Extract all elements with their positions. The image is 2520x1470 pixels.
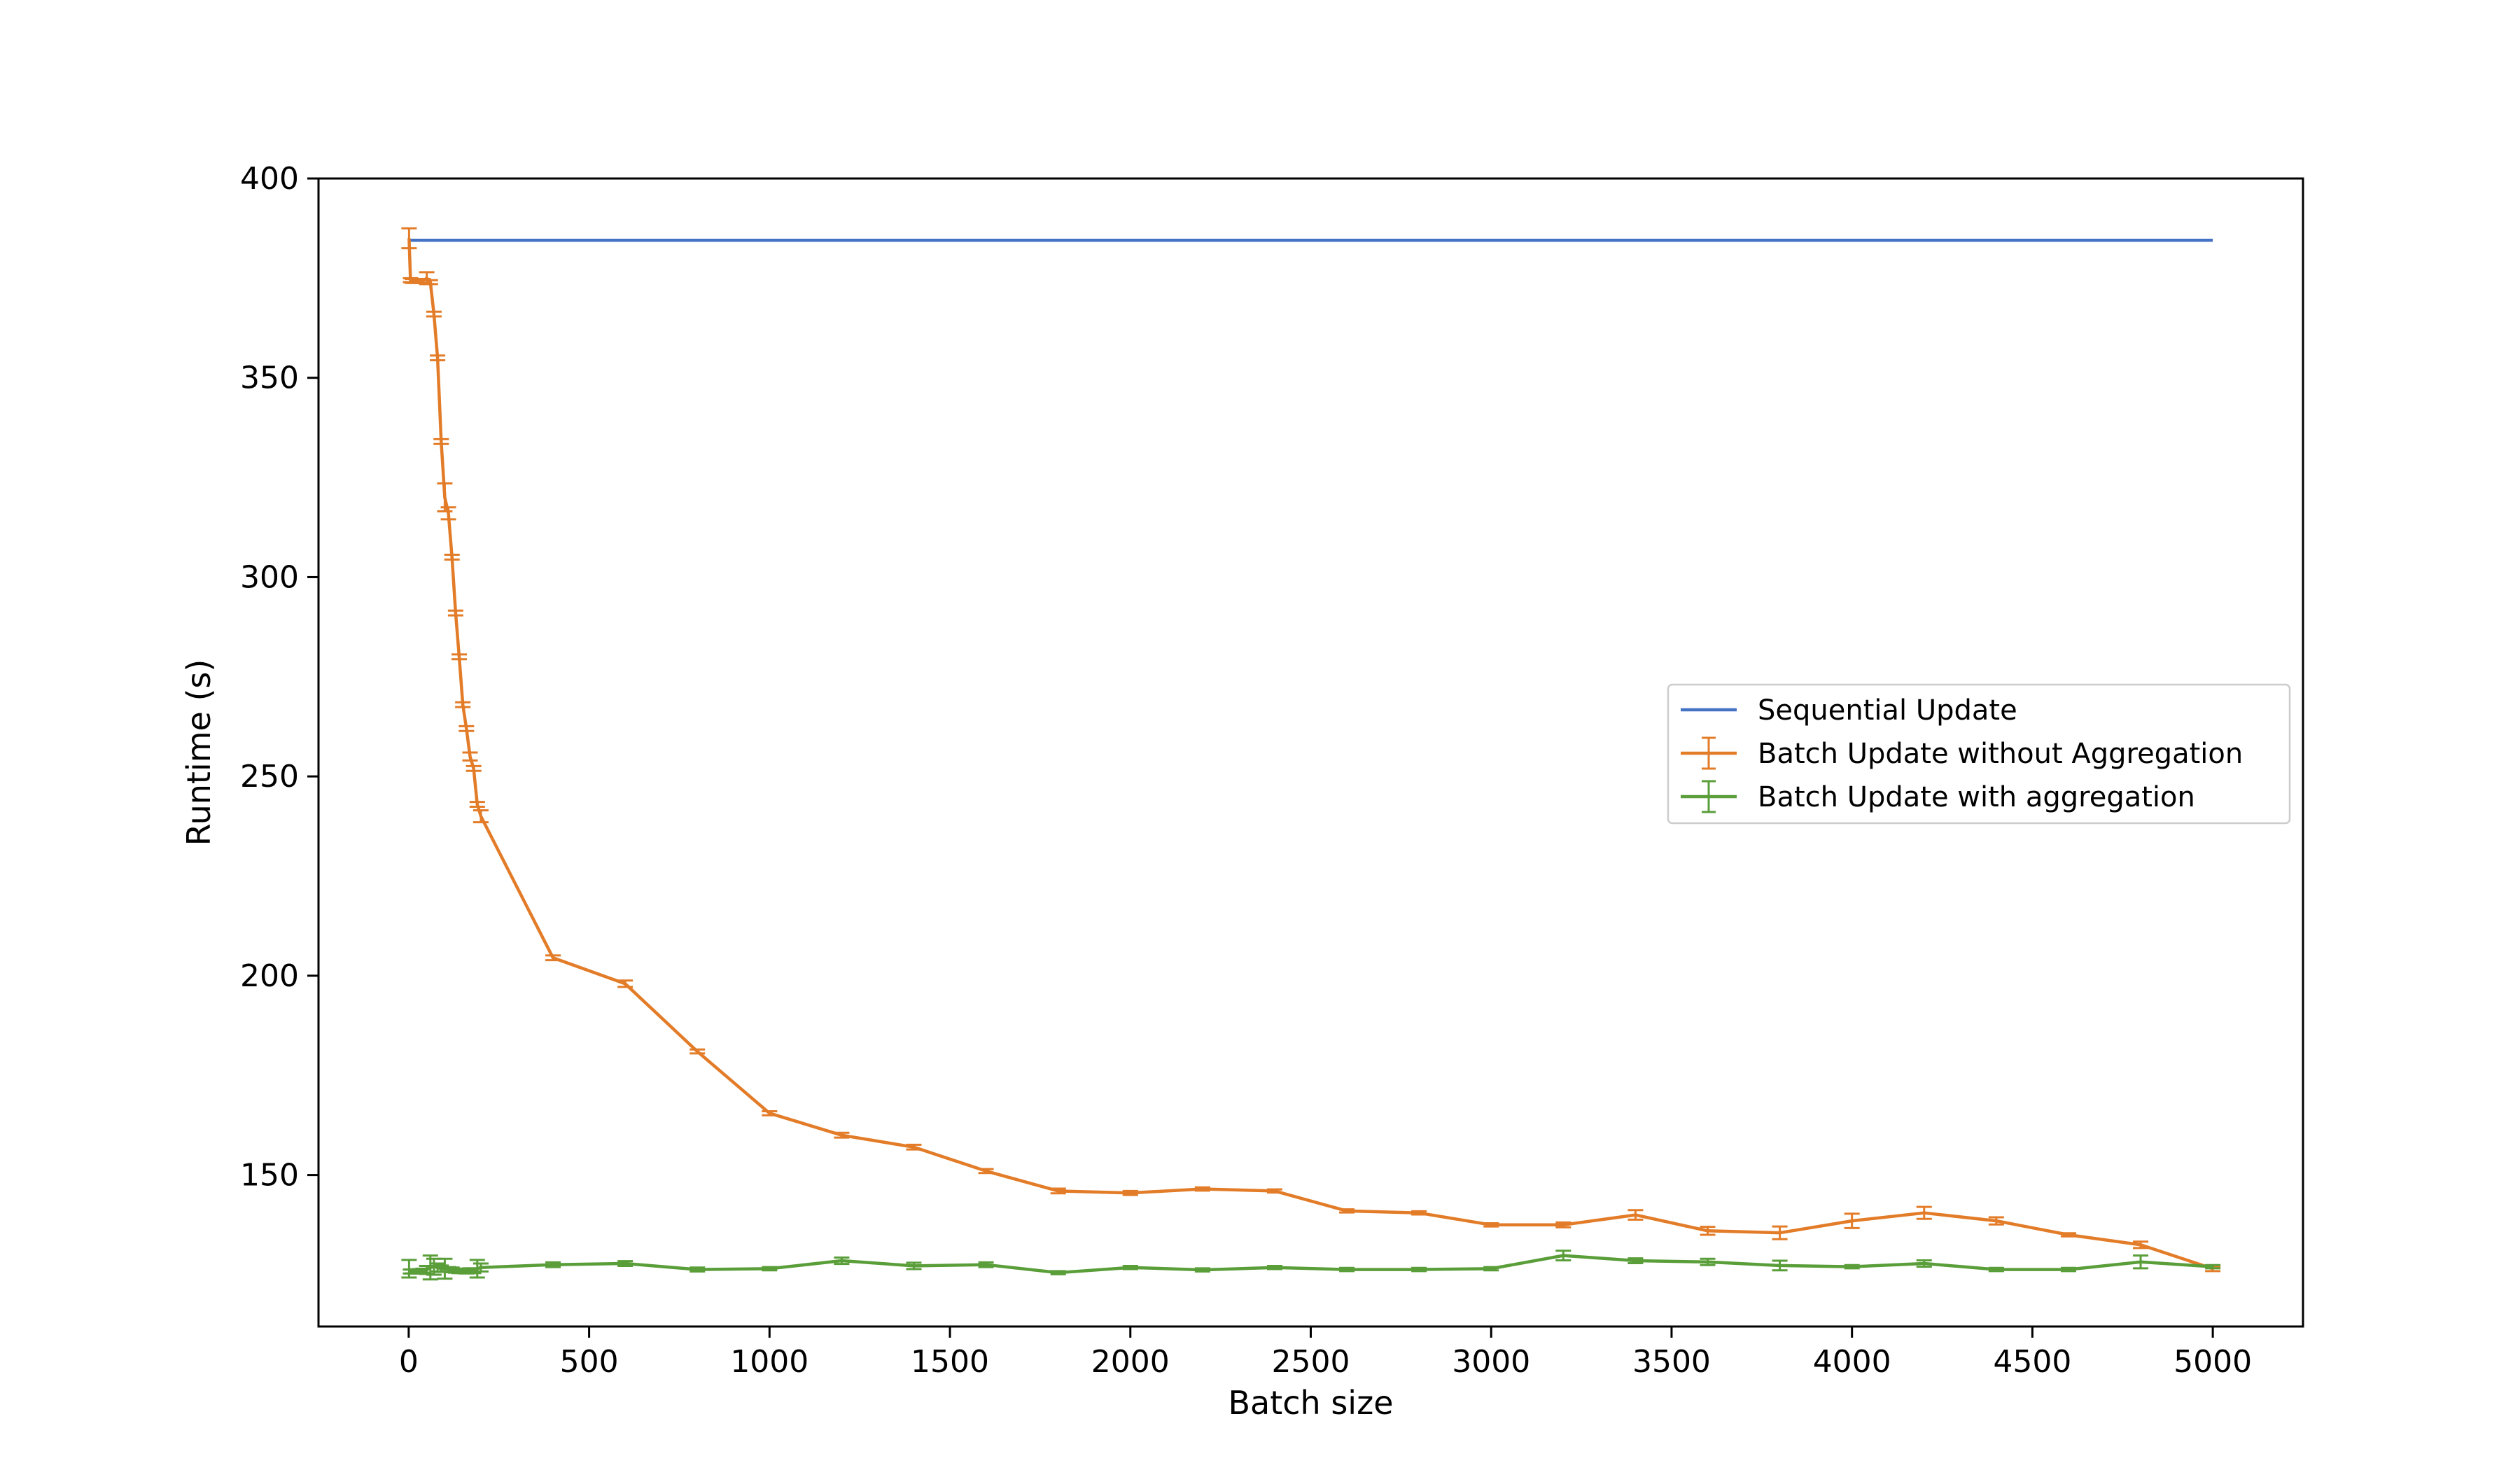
error-bar (415, 1267, 431, 1274)
error-bar (1988, 1266, 2004, 1273)
error-bar (762, 1110, 778, 1116)
error-bar (1483, 1222, 1499, 1228)
error-bar (1916, 1205, 1932, 1220)
y-tick-label: 350 (240, 360, 299, 396)
error-bar (1988, 1216, 2004, 1226)
error-bar (690, 1266, 706, 1273)
error-bar (1700, 1257, 1716, 1266)
x-tick-label: 1000 (730, 1344, 808, 1380)
error-bar (834, 1131, 850, 1139)
y-tick-label: 400 (240, 161, 299, 197)
plot-area (401, 227, 2221, 1281)
error-bar (1844, 1212, 1860, 1229)
error-bar (1050, 1270, 1066, 1275)
legend-label: Sequential Update (1758, 694, 2017, 727)
error-bar (2060, 1266, 2076, 1273)
error-bar (978, 1168, 994, 1175)
x-tick-label: 4500 (1993, 1344, 2071, 1380)
x-tick-label: 500 (560, 1344, 619, 1380)
error-bar (834, 1256, 850, 1266)
error-bar (1411, 1266, 1427, 1273)
legend-label: Batch Update with aggregation (1758, 781, 2195, 813)
error-bar (1411, 1210, 1427, 1216)
legend-item-batch-update-without-aggregation: Batch Update without Aggregation (1681, 736, 2243, 770)
series-line (407, 1254, 2213, 1275)
legend-item-batch-update-with-aggregation: Batch Update with aggregation (1681, 780, 2195, 813)
y-tick-label: 300 (240, 559, 299, 595)
legend-frame (1667, 683, 2291, 825)
y-tick-label: 200 (240, 958, 299, 994)
y-tick-label: 250 (240, 759, 299, 794)
x-tick-label: 1500 (911, 1344, 989, 1380)
error-bar (2133, 1240, 2149, 1250)
error-bar (906, 1143, 922, 1151)
y-axis-label: Runtime (s) (180, 659, 218, 846)
series-batch-update-without-aggregation (401, 227, 2221, 1273)
error-bar (1339, 1266, 1355, 1273)
error-bar (762, 1266, 778, 1272)
series-batch-update-with-aggregation (401, 1250, 2221, 1281)
error-bar (1772, 1259, 1788, 1272)
error-bar (469, 801, 485, 808)
error-bar (1194, 1186, 1210, 1192)
error-bar (1555, 1221, 1572, 1228)
legend-label: Batch Update without Aggregation (1758, 738, 2243, 770)
error-bar (545, 1261, 561, 1268)
error-bar (690, 1048, 706, 1055)
error-bar (2060, 1232, 2076, 1238)
error-bar (444, 554, 460, 561)
error-bar (1628, 1209, 1644, 1221)
x-tick-label: 5000 (2174, 1344, 2252, 1380)
error-bar (1266, 1188, 1282, 1194)
error-bar (451, 653, 468, 661)
error-bar (1339, 1208, 1355, 1214)
error-bar (1483, 1266, 1499, 1272)
error-bar (472, 1262, 489, 1273)
error-bar (2133, 1254, 2149, 1270)
legend-item-sequential-update: Sequential Update (1681, 694, 2017, 727)
error-bar (401, 227, 417, 250)
error-bar (545, 954, 561, 962)
error-bar (1122, 1189, 1138, 1196)
error-bar (1050, 1187, 1066, 1195)
error-bar (617, 979, 634, 988)
series-line (407, 238, 2213, 1270)
error-bar (472, 809, 489, 824)
error-bar (1844, 1264, 1860, 1270)
error-bar (422, 279, 438, 286)
error-bar (1555, 1250, 1572, 1261)
x-tick-label: 3000 (1452, 1344, 1530, 1380)
x-tick-label: 4000 (1813, 1344, 1891, 1380)
error-bar (462, 751, 478, 762)
error-bar (437, 1257, 453, 1280)
x-tick-label: 0 (399, 1344, 419, 1380)
error-bar (1122, 1264, 1138, 1270)
x-tick-label: 3500 (1632, 1344, 1711, 1380)
legend: Sequential Update Batch Update without Ag… (1667, 683, 2291, 825)
error-bar (465, 764, 482, 772)
axes: 0 500 1000 1500 2000 2500 3000 3500 4000 4500 5000… (240, 161, 2252, 1380)
error-bar (455, 701, 471, 708)
error-bar (1916, 1259, 1932, 1268)
error-bar (1266, 1264, 1282, 1270)
error-bar (1194, 1267, 1210, 1273)
error-bar (440, 506, 456, 521)
error-bar (617, 1260, 634, 1267)
error-bar (433, 438, 449, 445)
error-bar (1772, 1225, 1788, 1240)
error-bar (978, 1261, 994, 1268)
error-bar (1628, 1257, 1644, 1264)
x-tick-label: 2000 (1091, 1344, 1170, 1380)
error-bar (430, 354, 446, 362)
error-bar (447, 609, 463, 617)
y-tick-label: 150 (240, 1158, 299, 1194)
error-bar (1700, 1226, 1716, 1236)
error-bar (906, 1261, 922, 1270)
error-bar (458, 724, 475, 732)
x-axis-label: Batch size (1228, 1384, 1393, 1422)
x-tick-label: 2500 (1272, 1344, 1350, 1380)
error-bar (426, 310, 442, 318)
error-bar (2205, 1264, 2221, 1270)
